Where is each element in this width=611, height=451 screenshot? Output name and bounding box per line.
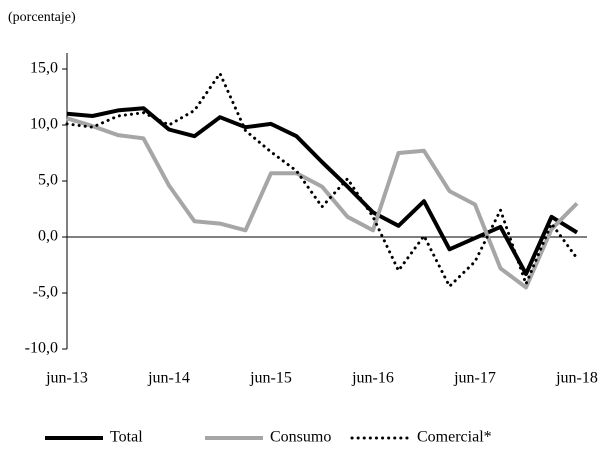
x-tick-label: jun-15: [249, 370, 292, 387]
x-tick-label: jun-16: [351, 370, 394, 387]
chart-subtitle: (porcentaje): [8, 10, 76, 25]
y-tick-label: -10,0: [25, 340, 58, 357]
x-tick-label: jun-17: [453, 370, 496, 387]
x-tick-label: jun-18: [555, 370, 598, 387]
legend-label: Consumo: [270, 429, 331, 446]
x-tick-label: jun-13: [45, 370, 88, 387]
legend-label: Total: [110, 429, 143, 446]
series-line: [66, 106, 579, 276]
y-tick-label: 10,0: [30, 116, 58, 133]
y-tick-label: 0,0: [38, 228, 58, 245]
legend-label: Comercial*: [417, 429, 492, 446]
series-line: [65, 72, 579, 288]
x-tick-label: jun-14: [147, 370, 190, 387]
y-tick-label: 15,0: [30, 60, 58, 77]
y-tick-label: -5,0: [33, 284, 58, 301]
y-tick-label: 5,0: [38, 172, 58, 189]
series-line: [66, 116, 579, 290]
